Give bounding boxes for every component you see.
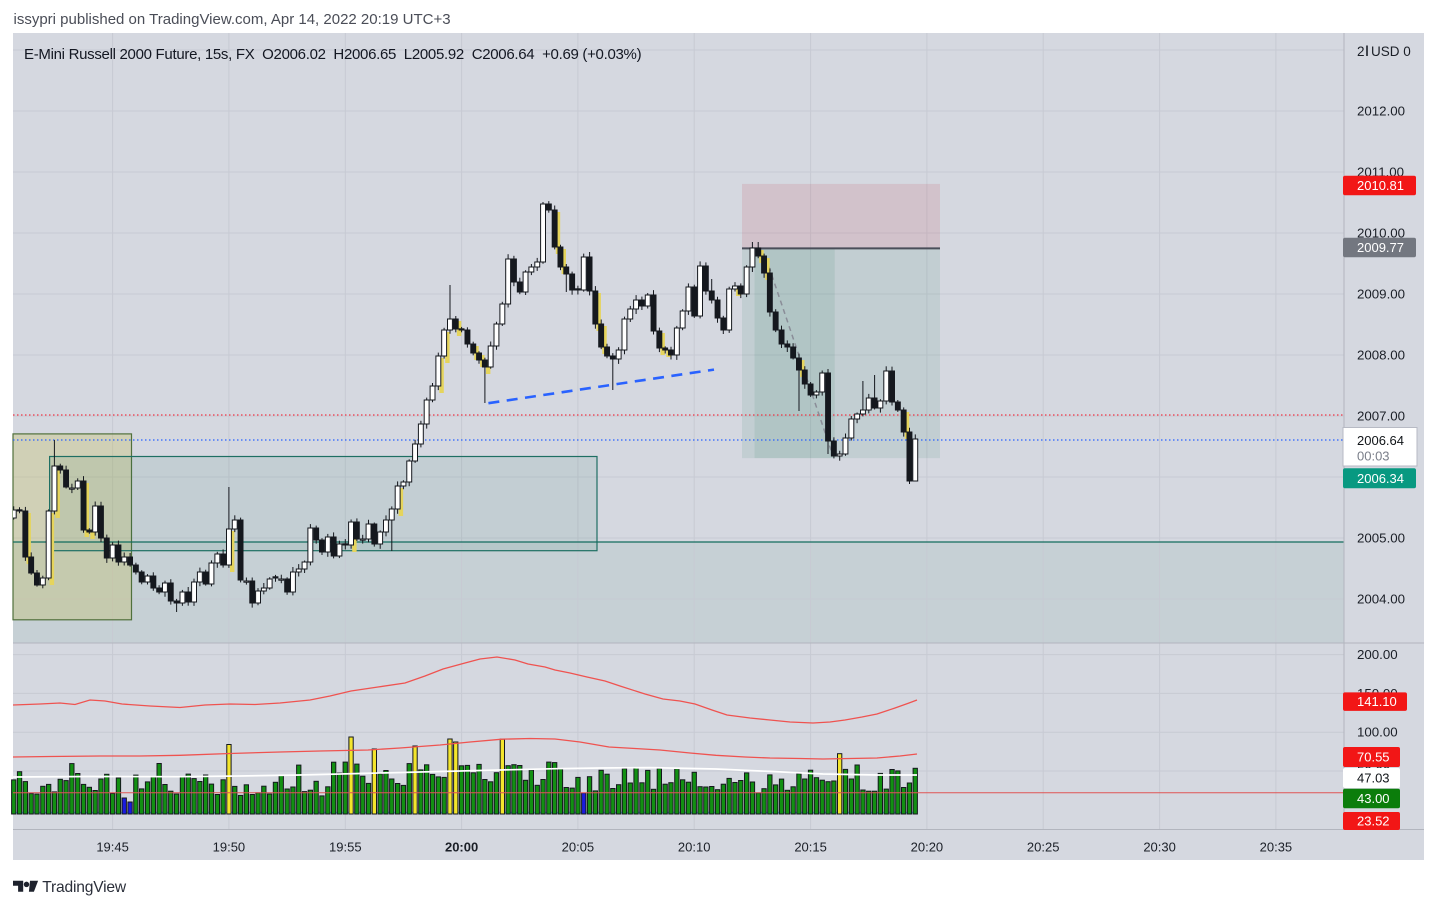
svg-text:2006.64: 2006.64 xyxy=(1357,433,1404,448)
svg-text:20:35: 20:35 xyxy=(1260,840,1293,855)
svg-text:2007.00: 2007.00 xyxy=(1357,409,1405,424)
svg-text:200.00: 200.00 xyxy=(1357,647,1398,662)
svg-text:23.52: 23.52 xyxy=(1357,814,1390,829)
svg-text:20:20: 20:20 xyxy=(911,840,944,855)
svg-text:20:15: 20:15 xyxy=(794,840,827,855)
svg-text:2: 2 xyxy=(1357,44,1365,59)
svg-text:20:00: 20:00 xyxy=(445,840,478,855)
svg-text:USD 0: USD 0 xyxy=(1371,44,1411,59)
svg-text:19:55: 19:55 xyxy=(329,840,362,855)
svg-text:20:05: 20:05 xyxy=(562,840,595,855)
svg-text:70.55: 70.55 xyxy=(1357,750,1390,765)
svg-text:2004.00: 2004.00 xyxy=(1357,592,1405,607)
svg-text:2009.77: 2009.77 xyxy=(1357,240,1404,255)
svg-text:19:50: 19:50 xyxy=(213,840,246,855)
svg-text:2010.00: 2010.00 xyxy=(1357,226,1405,241)
svg-text:2009.00: 2009.00 xyxy=(1357,287,1405,302)
svg-text:141.10: 141.10 xyxy=(1357,694,1397,709)
svg-text:2011.00: 2011.00 xyxy=(1357,165,1404,180)
svg-text:2006.34: 2006.34 xyxy=(1357,471,1404,486)
svg-text:19:45: 19:45 xyxy=(96,840,129,855)
svg-text:20:30: 20:30 xyxy=(1143,840,1176,855)
svg-text:100.00: 100.00 xyxy=(1357,725,1398,740)
svg-text:20:10: 20:10 xyxy=(678,840,711,855)
svg-text:2012.00: 2012.00 xyxy=(1357,104,1405,119)
svg-text:issypri published on TradingVi: issypri published on TradingView.com, Ap… xyxy=(14,11,451,28)
svg-text:47.03: 47.03 xyxy=(1357,771,1390,786)
svg-text:2008.00: 2008.00 xyxy=(1357,348,1405,363)
svg-text:20:25: 20:25 xyxy=(1027,840,1060,855)
svg-text:2005.00: 2005.00 xyxy=(1357,531,1405,546)
svg-text:TradingView: TradingView xyxy=(42,879,127,896)
svg-text:00:03: 00:03 xyxy=(1357,449,1390,464)
svg-text:43.00: 43.00 xyxy=(1357,791,1390,806)
svg-text:2010.81: 2010.81 xyxy=(1357,178,1404,193)
svg-text:E-Mini Russell 2000 Future, 15: E-Mini Russell 2000 Future, 15s, FX O200… xyxy=(24,46,642,63)
